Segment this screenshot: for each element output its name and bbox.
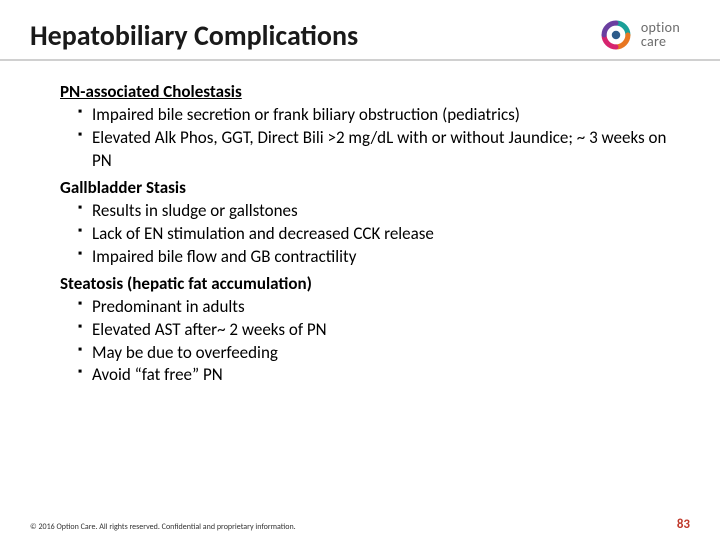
list-item: Results in sludge or gallstones (78, 200, 680, 223)
slide-body: PN-associated Cholestasis Impaired bile … (0, 71, 720, 387)
brand-text: option care (641, 21, 680, 49)
copyright-text: © 2016 Option Care. All rights reserved.… (30, 522, 296, 532)
list-item: Elevated Alk Phos, GGT, Direct Bili >2 m… (78, 127, 680, 173)
brand-line2: care (641, 35, 680, 49)
list-item: May be due to overfeeding (78, 342, 680, 365)
section-heading-2: Steatosis (hepatic fat accumulation) (60, 273, 680, 294)
list-item: Lack of EN stimulation and decreased CCK… (78, 223, 680, 246)
header-divider (0, 59, 720, 61)
slide-footer: © 2016 Option Care. All rights reserved.… (30, 517, 690, 532)
bullet-list-0: Impaired bile secretion or frank biliary… (78, 104, 680, 173)
list-item: Predominant in adults (78, 296, 680, 319)
section-heading-0: PN-associated Cholestasis (60, 81, 680, 102)
list-item: Impaired bile flow and GB contractility (78, 246, 680, 269)
section-heading-1: Gallbladder Stasis (60, 177, 680, 198)
list-item: Elevated AST after~ 2 weeks of PN (78, 319, 680, 342)
page-number: 83 (677, 517, 690, 532)
swirl-icon (599, 18, 633, 52)
list-item: Impaired bile secretion or frank biliary… (78, 104, 680, 127)
brand-logo: option care (599, 18, 680, 52)
bullet-list-1: Results in sludge or gallstones Lack of … (78, 200, 680, 269)
bullet-list-2: Predominant in adults Elevated AST after… (78, 296, 680, 388)
list-item: Avoid “fat free” PN (78, 364, 680, 387)
